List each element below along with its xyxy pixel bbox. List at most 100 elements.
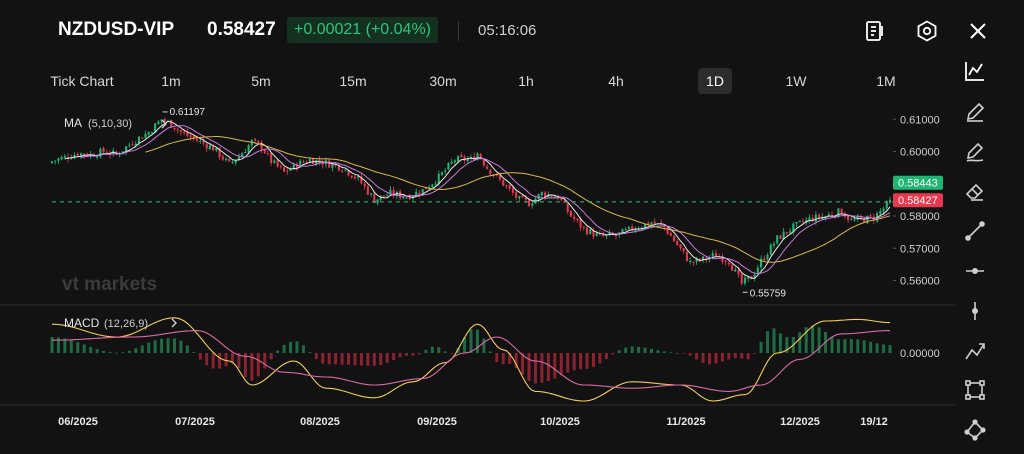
macd-histogram-bar <box>372 353 376 366</box>
candle-body <box>760 258 763 268</box>
candle-body <box>270 152 273 163</box>
candle <box>621 228 624 233</box>
chart-area[interactable]: vt markets MA (5,10,30) MACD (12,26,9) 0… <box>0 100 955 435</box>
candle <box>83 153 86 159</box>
macd-histogram-bar <box>733 353 737 359</box>
candle <box>676 238 679 246</box>
vertical-line-icon[interactable] <box>963 299 987 323</box>
ma-legend[interactable]: MA (5,10,30) <box>64 116 167 130</box>
candle-body <box>782 231 785 240</box>
candle-body <box>753 274 756 279</box>
candle <box>173 127 176 132</box>
candle <box>486 163 489 170</box>
macd-histogram-bar <box>546 353 550 382</box>
candle <box>666 226 669 236</box>
candle <box>766 252 769 262</box>
header-bar: NZDUSD-VIP 0.58427 +0.00021 (+0.04%) 05:… <box>0 0 1024 62</box>
candle-body <box>150 132 153 134</box>
tab-30m[interactable]: 30m <box>429 73 457 89</box>
tab-15m[interactable]: 15m <box>339 73 367 89</box>
candle-body <box>341 170 344 172</box>
macd-histogram-bar <box>230 353 234 364</box>
current-price-tag: 0.58427 <box>893 193 943 208</box>
trend-line-icon[interactable] <box>963 219 987 243</box>
pencil-line-icon[interactable] <box>963 140 987 164</box>
drawing-toolbar <box>955 55 997 450</box>
candle <box>154 122 157 134</box>
candle <box>395 190 398 199</box>
settings-icon[interactable] <box>915 19 939 43</box>
macd-histogram-bar <box>327 353 331 365</box>
tab-1m-month[interactable]: 1M <box>876 73 896 89</box>
macd-histogram-bar <box>392 353 396 361</box>
pencil-icon[interactable] <box>963 100 987 124</box>
macd-histogram-bar <box>430 346 434 353</box>
macd-histogram-bar <box>482 338 486 353</box>
candle-body <box>792 223 795 233</box>
candle <box>183 128 186 136</box>
candle <box>257 140 260 144</box>
candle <box>99 147 102 159</box>
candle-body <box>373 193 376 203</box>
candle <box>228 158 231 163</box>
macd-histogram-bar <box>140 345 144 353</box>
watermark: vt markets <box>62 274 157 295</box>
tab-4h[interactable]: 4h <box>608 73 624 89</box>
candle-body <box>205 143 208 149</box>
candle-body <box>489 169 492 175</box>
macd-histogram-bar <box>289 341 293 353</box>
candle-body <box>257 140 260 143</box>
contract-details-icon[interactable] <box>862 19 886 43</box>
tab-5m[interactable]: 5m <box>251 73 271 89</box>
candle-body <box>144 133 147 138</box>
rectangle-icon[interactable] <box>963 378 987 402</box>
high-marker: 0.61197 <box>162 107 205 118</box>
candle-body <box>73 154 76 159</box>
candle-body <box>766 254 769 260</box>
macd-histogram-bar <box>669 352 673 354</box>
candle <box>689 257 692 265</box>
ma-legend-params: (5,10,30) <box>88 118 132 130</box>
signal-line <box>52 330 890 392</box>
candle-body <box>102 148 105 152</box>
candle-body <box>289 168 292 171</box>
macd-histogram-bar <box>753 353 757 354</box>
tab-1d[interactable]: 1D <box>698 68 732 94</box>
tab-1w[interactable]: 1W <box>785 73 807 89</box>
pattern-icon[interactable] <box>963 418 987 442</box>
candle <box>137 135 141 147</box>
candle <box>176 127 179 134</box>
candle-body <box>614 234 618 236</box>
candle-body <box>798 220 801 222</box>
candle-body <box>315 159 318 165</box>
price-tick-label: 0.58000 <box>900 211 940 223</box>
tab-1h[interactable]: 1h <box>518 73 534 89</box>
tab-tick-chart[interactable]: Tick Chart <box>50 73 114 89</box>
candle-body <box>453 160 456 163</box>
candle-body <box>695 258 698 262</box>
ma-chevron-icon[interactable] <box>161 119 167 129</box>
candle <box>818 213 821 222</box>
macd-histogram-bar <box>604 353 608 359</box>
chart-type-icon[interactable] <box>963 59 987 83</box>
macd-chevron-icon[interactable] <box>171 318 177 328</box>
symbol-title[interactable]: NZDUSD-VIP <box>58 19 175 40</box>
candle <box>457 154 460 163</box>
candle <box>772 241 776 249</box>
eraser-icon[interactable] <box>963 179 987 203</box>
candle-body <box>515 192 518 198</box>
candlestick-chart[interactable]: vt markets MA (5,10,30) MACD (12,26,9) 0… <box>0 100 955 435</box>
date-tick-label: 19/12 <box>860 416 888 428</box>
close-icon[interactable] <box>966 19 990 43</box>
candle-body <box>76 153 79 156</box>
candle <box>769 243 772 256</box>
polyline-icon[interactable] <box>963 339 987 363</box>
tab-1m[interactable]: 1m <box>161 73 181 89</box>
candle-body <box>457 156 460 162</box>
horizontal-line-icon[interactable] <box>963 259 987 283</box>
candle-body <box>318 159 321 163</box>
candle-body <box>689 260 692 262</box>
macd-legend[interactable]: MACD (12,26,9) <box>64 316 177 330</box>
candle-body <box>437 173 440 184</box>
candle-body <box>125 146 128 152</box>
